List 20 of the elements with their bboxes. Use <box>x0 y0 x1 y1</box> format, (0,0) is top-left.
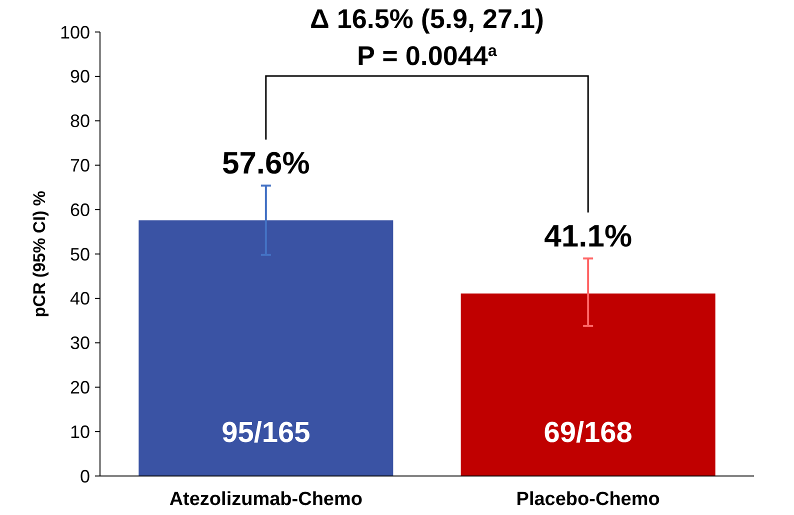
x-tick-label: Placebo-Chemo <box>516 489 660 510</box>
y-tick-label: 20 <box>70 378 90 398</box>
y-tick-label: 100 <box>60 22 90 42</box>
y-tick-label: 10 <box>70 422 90 442</box>
annotation: 69/168 <box>544 416 632 449</box>
y-tick-label: 80 <box>70 111 90 132</box>
y-tick-label: 30 <box>70 333 90 354</box>
y-tick-label: 90 <box>70 66 90 87</box>
y-tick-label: 0 <box>80 466 90 486</box>
y-tick-label: 40 <box>70 288 90 309</box>
annotation: Δ 16.5% (5.9, 27.1) <box>310 4 544 34</box>
x-tick-label: Atezolizumab-Chemo <box>169 489 363 510</box>
annotation: P = 0.0044$^{a}$ <box>357 41 498 71</box>
y-tick-label: 70 <box>70 156 90 176</box>
data-label: 57.6% <box>222 146 310 181</box>
data-label: 41.1% <box>544 218 632 254</box>
annotation: 95/165 <box>222 416 310 449</box>
y-tick-label: 60 <box>70 200 90 220</box>
y-axis-title: pCR (95% CI) % <box>30 190 49 318</box>
y-tick-label: 50 <box>70 244 90 264</box>
